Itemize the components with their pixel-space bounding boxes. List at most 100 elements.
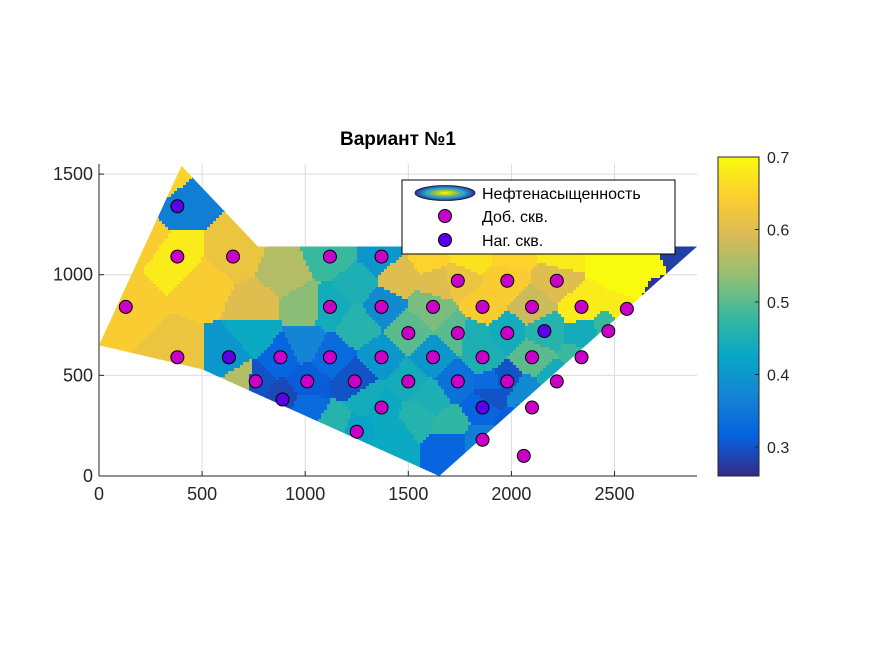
field-cell: [216, 215, 220, 219]
field-cell: [180, 233, 184, 237]
field-cell: [216, 212, 220, 216]
field-cell: [177, 191, 181, 195]
field-cell: [225, 212, 229, 216]
field-cell: [189, 185, 193, 189]
field-cell: [183, 215, 187, 219]
field-cell: [201, 218, 205, 222]
field-cell: [180, 188, 184, 192]
field-cell: [153, 224, 157, 228]
field-cell: [198, 224, 202, 228]
field-cell: [198, 227, 202, 231]
field-cell: [219, 233, 223, 237]
field-cell: [159, 218, 163, 222]
field-cell: [204, 218, 208, 222]
field-cell: [216, 218, 220, 222]
field-cell: [183, 170, 187, 174]
field-cell: [177, 194, 181, 198]
field-cell: [219, 224, 223, 228]
field-cell: [240, 233, 244, 237]
field-cell: [243, 236, 247, 240]
field-cell: [210, 197, 214, 201]
field-cell: [195, 227, 199, 231]
field-cell: [228, 230, 232, 234]
field-cell: [192, 209, 196, 213]
field-cell: [156, 230, 160, 234]
field-cell: [189, 209, 193, 213]
field-cell: [174, 227, 178, 231]
field-cell: [174, 224, 178, 228]
field-cell: [192, 188, 196, 192]
field-cell: [192, 230, 196, 234]
field-cell: [195, 209, 199, 213]
field-cell: [192, 215, 196, 219]
field-cell: [201, 194, 205, 198]
field-cell: [168, 224, 172, 228]
field-cell: [231, 233, 235, 237]
field-cell: [153, 230, 157, 234]
field-cell: [216, 224, 220, 228]
field-cell: [213, 209, 217, 213]
field-cell: [177, 197, 181, 201]
field-cell: [177, 224, 181, 228]
field-cell: [180, 218, 184, 222]
field-cell: [165, 197, 169, 201]
field-cell: [192, 194, 196, 198]
field-cell: [186, 203, 190, 207]
field-cell: [186, 182, 190, 186]
field-cell: [207, 194, 211, 198]
field-cell: [165, 224, 169, 228]
field-cell: [219, 236, 223, 240]
field-cell: [192, 233, 196, 237]
field-cell: [204, 224, 208, 228]
field-cell: [165, 218, 169, 222]
field-cell: [162, 233, 166, 237]
field-cell: [234, 227, 238, 231]
field-cell: [177, 188, 181, 192]
field-cell: [204, 233, 208, 237]
field-cell: [204, 206, 208, 210]
field-cell: [195, 230, 199, 234]
field-cell: [243, 233, 247, 237]
field-cell: [153, 227, 157, 231]
field-cell: [201, 209, 205, 213]
field-cell: [171, 212, 175, 216]
field-cell: [171, 215, 175, 219]
field-cell: [168, 221, 172, 225]
field-cell: [183, 188, 187, 192]
field-cell: [222, 221, 226, 225]
field-cell: [168, 233, 172, 237]
field-cell: [186, 206, 190, 210]
field-cell: [204, 230, 208, 234]
field-cell: [174, 218, 178, 222]
field-cell: [198, 203, 202, 207]
field-cell: [189, 218, 193, 222]
field-cell: [201, 227, 205, 231]
field-cell: [183, 212, 187, 216]
field-cell: [204, 221, 208, 225]
field-cell: [219, 230, 223, 234]
field-cell: [240, 236, 244, 240]
field-cell: [222, 209, 226, 213]
field-cell: [159, 215, 163, 219]
field-cell: [219, 215, 223, 219]
field-cell: [210, 233, 214, 237]
field-cell: [195, 206, 199, 210]
field-cell: [177, 179, 181, 183]
field-cell: [183, 200, 187, 204]
field-cell: [192, 227, 196, 231]
field-cell: [192, 221, 196, 225]
field-cell: [165, 236, 169, 240]
field-cell: [171, 221, 175, 225]
field-cell: [177, 230, 181, 234]
field-cell: [189, 191, 193, 195]
field-cell: [207, 200, 211, 204]
field-cell: [195, 185, 199, 189]
field-cell: [234, 230, 238, 234]
field-cell: [189, 230, 193, 234]
field-cell: [162, 236, 166, 240]
field-cell: [201, 230, 205, 234]
field-cell: [216, 221, 220, 225]
field-cell: [192, 200, 196, 204]
field-cell: [186, 173, 190, 177]
field-cell: [162, 206, 166, 210]
